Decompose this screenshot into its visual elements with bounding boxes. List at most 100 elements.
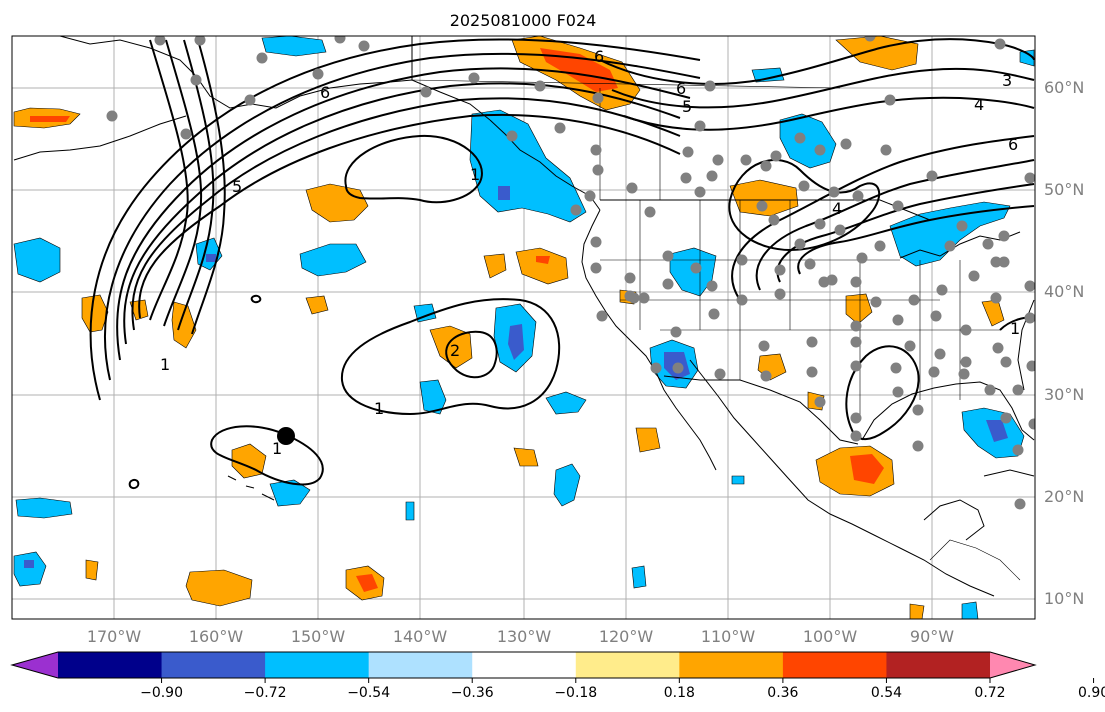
- station-dot: [704, 80, 716, 92]
- station-dot: [890, 362, 902, 374]
- contour-line: [89, 38, 701, 401]
- station-dot: [982, 238, 994, 250]
- station-dot: [968, 270, 980, 282]
- station-dot: [312, 68, 324, 80]
- lat-tick-label: 20°N: [1044, 487, 1084, 506]
- station-dot: [708, 308, 720, 320]
- station-dot: [850, 430, 862, 442]
- station-dot: [984, 384, 996, 396]
- shade-negative: [545, 391, 587, 415]
- station-dot: [852, 190, 864, 202]
- shade-strong-negative: [206, 254, 216, 262]
- station-dot: [194, 36, 206, 46]
- colorbar-swatch: [58, 652, 163, 678]
- station-dot: [892, 200, 904, 212]
- contour-label: 5: [682, 97, 692, 116]
- station-dots: [106, 36, 1035, 510]
- lat-tick-label: 60°N: [1044, 78, 1084, 97]
- station-dot: [570, 204, 582, 216]
- contour-line: [128, 478, 140, 490]
- contour-label: 1: [272, 439, 282, 458]
- station-dot: [534, 80, 546, 92]
- station-dot: [1024, 312, 1035, 324]
- shade-strong-positive: [356, 574, 378, 592]
- station-dot: [736, 294, 748, 306]
- contour-lines: [89, 38, 1035, 490]
- shade-strong-negative: [498, 186, 510, 200]
- contour-label: 1: [160, 355, 170, 374]
- cuba: [983, 469, 1035, 477]
- station-dot: [1014, 498, 1026, 510]
- station-dot: [714, 368, 726, 380]
- station-dot: [958, 368, 970, 380]
- contour-line: [250, 294, 262, 304]
- shade-strong-positive: [850, 454, 884, 484]
- colorbar-tick-label: 0.18: [664, 685, 695, 701]
- hawaii-islands: [227, 475, 275, 501]
- us-west-coast: [581, 209, 665, 391]
- alaska-coast: [59, 36, 491, 121]
- lon-tick-label: 120°W: [599, 627, 654, 646]
- station-dot: [682, 146, 694, 158]
- station-dot: [760, 370, 772, 382]
- station-dot: [256, 52, 268, 64]
- shade-positive: [909, 603, 925, 619]
- contour-label: 6: [320, 83, 330, 102]
- lat-tick-label: 40°N: [1044, 282, 1084, 301]
- contour-label: 1: [374, 399, 384, 418]
- station-dot: [936, 284, 948, 296]
- colorbar-tick-label: 0.54: [871, 685, 902, 701]
- station-dot: [662, 278, 674, 290]
- location-marker: [277, 427, 295, 445]
- station-dot: [1000, 356, 1012, 368]
- baja-california: [663, 389, 717, 471]
- station-dot: [834, 224, 846, 236]
- shade-negative: [261, 36, 327, 57]
- station-dot: [806, 336, 818, 348]
- station-dot: [468, 72, 480, 84]
- contour-label: 6: [676, 79, 686, 98]
- station-dot: [828, 186, 840, 198]
- station-dot: [806, 366, 818, 378]
- contour-line: [191, 39, 226, 335]
- station-dot: [998, 230, 1010, 242]
- lon-tick-label: 130°W: [497, 627, 552, 646]
- shade-negative: [405, 501, 415, 521]
- station-dot: [1024, 172, 1035, 184]
- station-dot: [904, 340, 916, 352]
- station-dot: [990, 292, 1002, 304]
- contour-label: 4: [974, 95, 984, 114]
- shade-negative: [269, 479, 311, 507]
- station-dot: [774, 264, 786, 276]
- lat-tick-label: 30°N: [1044, 385, 1084, 404]
- gulf-coast: [861, 381, 1035, 441]
- colorbar-tick-label: −0.54: [347, 685, 390, 701]
- colorbar-extend-high: [990, 652, 1035, 678]
- lat-tick-label: 10°N: [1044, 589, 1084, 608]
- colorbar-swatch: [886, 652, 991, 678]
- station-dot: [758, 340, 770, 352]
- shade-negative: [15, 497, 73, 519]
- station-dot: [912, 404, 924, 416]
- contour-line: [163, 39, 203, 327]
- station-dot: [794, 132, 806, 144]
- colorbar-swatch: [575, 652, 680, 678]
- shade-positive: [85, 559, 99, 581]
- shade-positive: [185, 569, 253, 607]
- shade-positive: [635, 427, 661, 453]
- colorbar-segments: [12, 652, 1035, 678]
- shade-negative: [631, 565, 647, 589]
- colorbar-swatch: [782, 652, 887, 678]
- station-dot: [626, 182, 638, 194]
- contour-line: [445, 330, 498, 379]
- contour-line: [776, 183, 1035, 283]
- station-dot: [1028, 418, 1035, 430]
- contour-line: [104, 52, 701, 381]
- colorbar-tick-label: −0.36: [451, 685, 494, 701]
- contour-line: [344, 134, 483, 204]
- station-dot: [818, 276, 830, 288]
- station-dot: [850, 360, 862, 372]
- station-dot: [1024, 280, 1035, 292]
- station-dot: [706, 280, 718, 292]
